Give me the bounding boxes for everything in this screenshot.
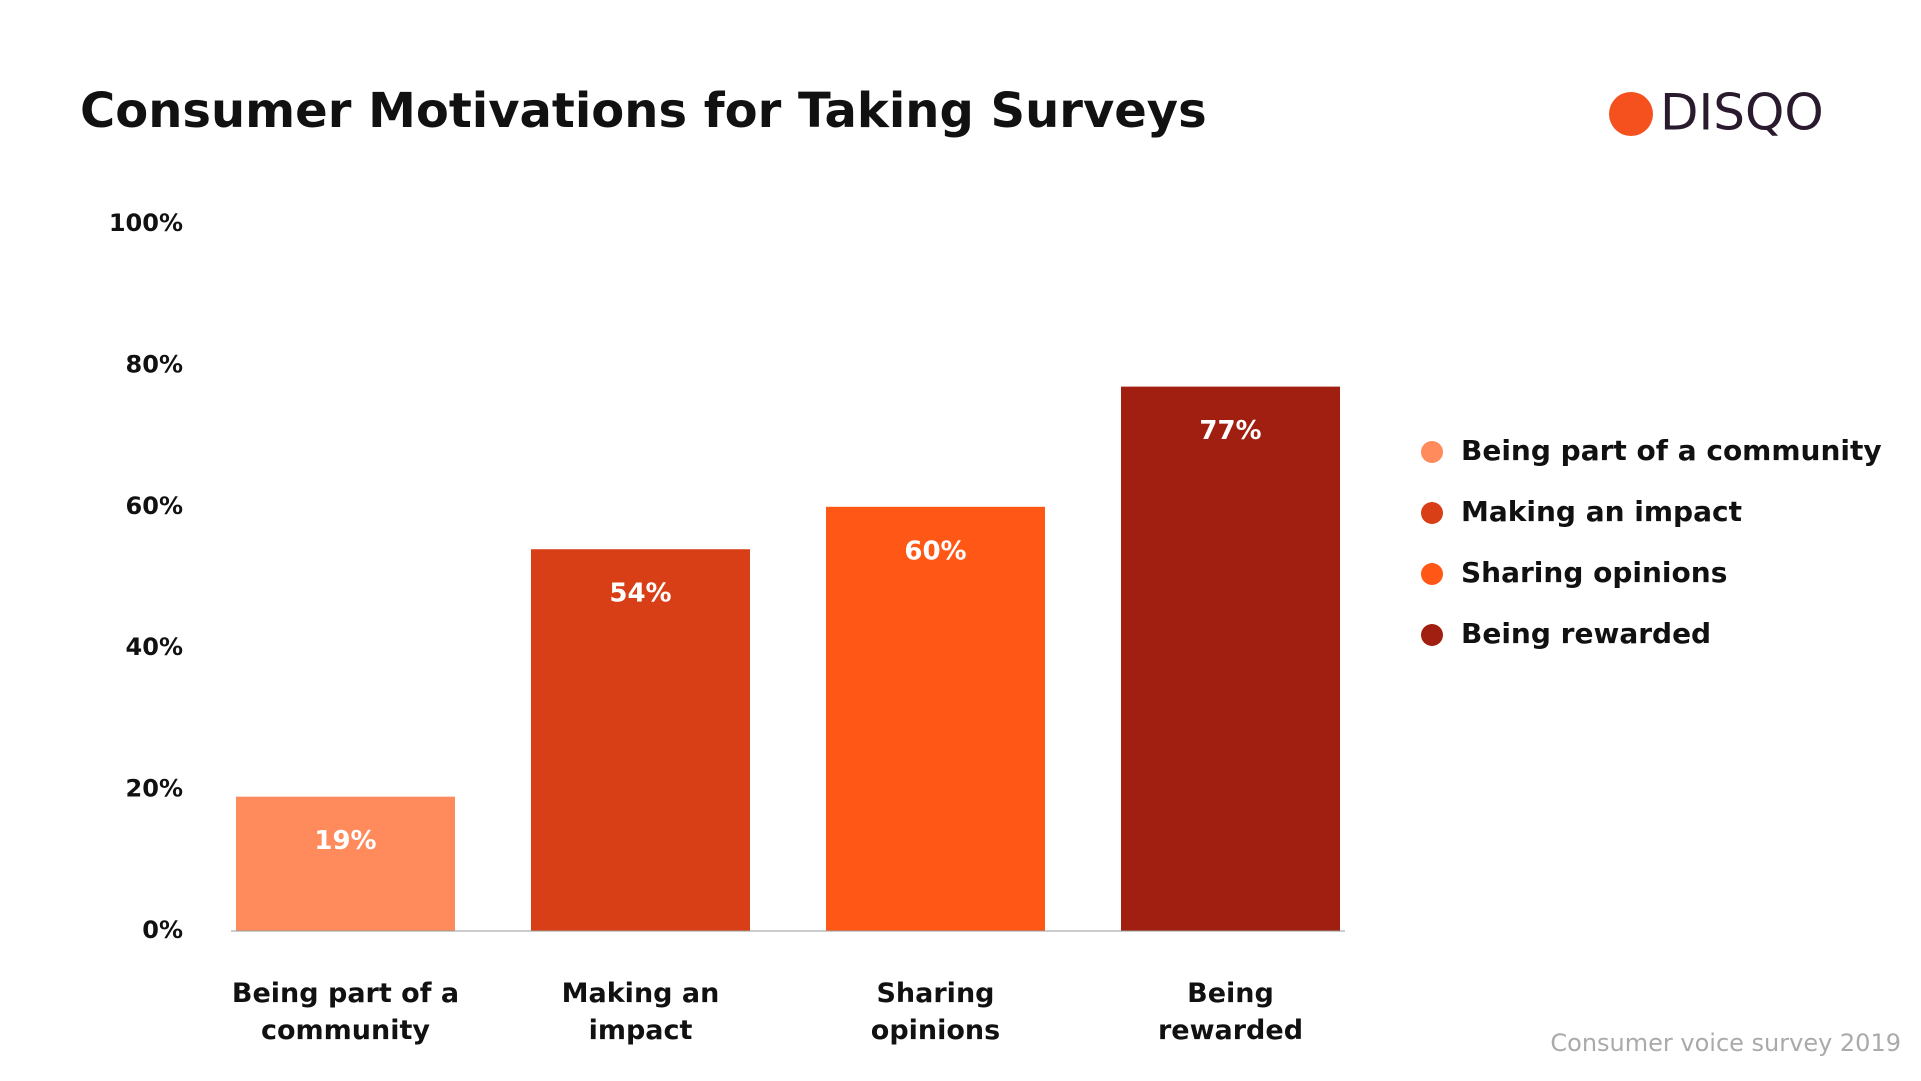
value-label: 54% [609,579,671,609]
bar [1121,386,1340,931]
legend-marker [1421,563,1443,585]
source: Consumer voice survey 2019 [1550,1029,1901,1057]
value-label: 19% [314,826,376,856]
y-tick-label: 60% [126,492,183,520]
bar [826,506,1045,931]
y-tick-label: 20% [126,775,183,803]
x-tick-label: Being rewarded [1157,978,1304,1046]
legend-label: Being rewarded [1461,617,1711,650]
chart-title: Consumer Motivations for Taking Surveys [80,83,1207,139]
legend-label: Being part of a community [1461,434,1882,467]
y-tick-label: 0% [142,916,183,944]
y-tick-label: 80% [126,350,183,378]
value-label: 60% [904,536,966,566]
legend-marker [1421,502,1443,524]
legend-marker [1421,624,1443,646]
x-tick-label: Sharing opinions [870,978,1001,1046]
y-tick-label: 40% [126,633,183,661]
x-tick-label: Being part of a community [231,978,460,1046]
value-label: 77% [1199,416,1261,446]
bar [531,549,750,931]
x-tick-label: Making an impact [561,978,720,1046]
bar [236,796,455,931]
legend-label: Making an impact [1461,495,1742,528]
legend-label: Sharing opinions [1461,556,1727,589]
logo: DISQO [1660,84,1824,142]
logo-icon [1609,92,1653,136]
legend-marker [1421,441,1443,463]
y-tick-label: 100% [109,209,183,237]
